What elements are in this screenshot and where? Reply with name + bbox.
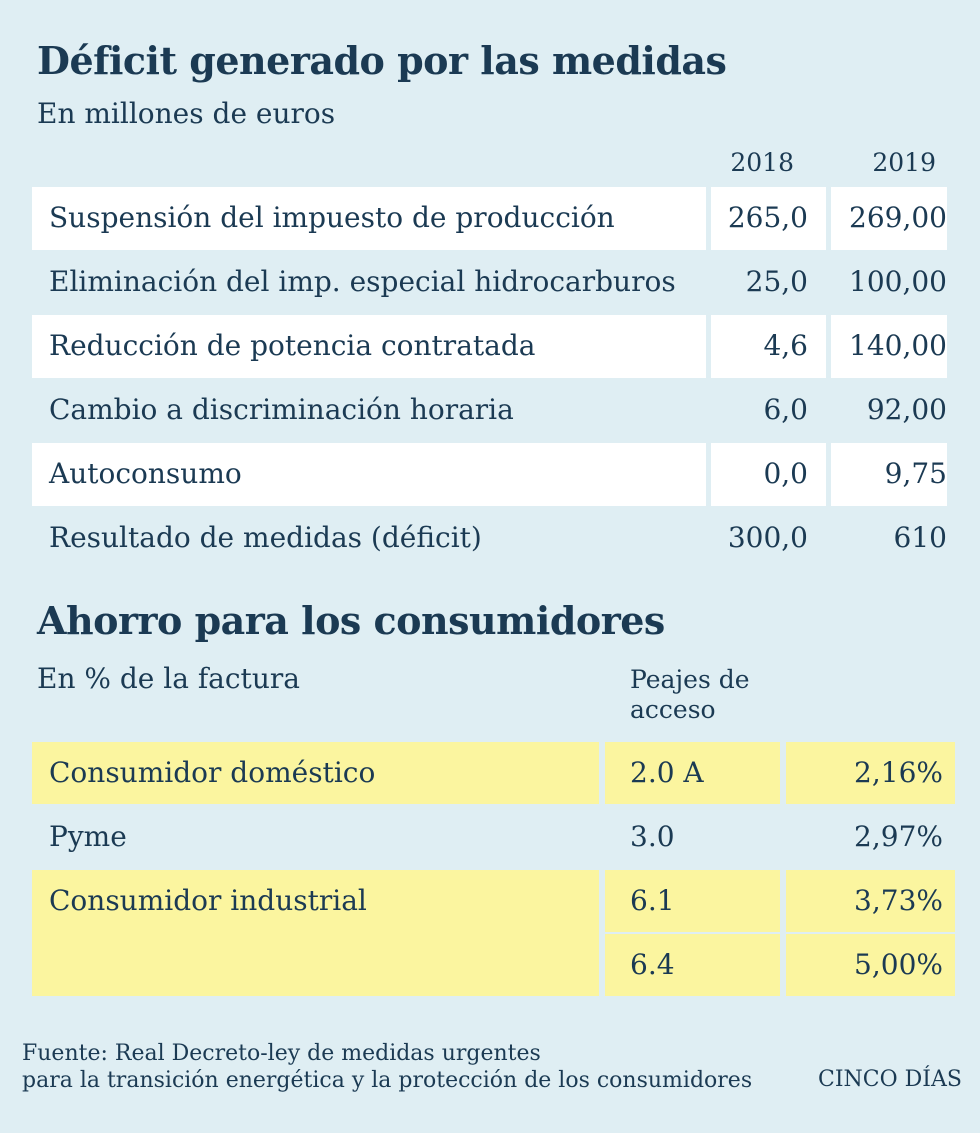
deficit-row-label: Resultado de medidas (déficit) — [49, 521, 482, 554]
source-line-1: Fuente: Real Decreto-ley de medidas urge… — [22, 1041, 541, 1066]
deficit-value-2019: 9,75 — [884, 457, 947, 490]
ahorro-row-peaje-cell — [605, 742, 780, 804]
deficit-row-label-cell — [32, 315, 706, 378]
deficit-row-label: Cambio a discriminación horaria — [49, 393, 514, 426]
deficit-row-label: Reducción de potencia contratada — [49, 329, 536, 362]
deficit-row-2019-cell — [831, 187, 947, 250]
ahorro-peaje: 6.1 — [630, 884, 675, 917]
column-header-2019: 2019 — [872, 148, 936, 177]
deficit-value-2018: 300,0 — [727, 521, 808, 554]
ahorro-row-label: Pyme — [49, 820, 127, 853]
ahorro-row-label: Consumidor industrial — [49, 884, 367, 917]
ahorro-percentage: 5,00% — [854, 948, 943, 981]
ahorro-row-value-cell — [786, 934, 955, 996]
column-header-2018: 2018 — [730, 148, 794, 177]
deficit-value-2018: 4,6 — [763, 329, 808, 362]
ahorro-row-peaje-cell — [605, 934, 780, 996]
source-line-2: para la transición energética y la prote… — [22, 1068, 753, 1093]
peajes-column-header: Peajes de acceso — [630, 665, 750, 724]
deficit-value-2018: 6,0 — [763, 393, 808, 426]
deficit-row-label: Suspensión del impuesto de producción — [49, 201, 615, 234]
deficit-row-label: Eliminación del imp. especial hidrocarbu… — [49, 265, 676, 298]
deficit-title: Déficit generado por las medidas — [37, 38, 727, 83]
deficit-row-2019-cell — [831, 315, 947, 378]
ahorro-peaje: 2.0 A — [630, 756, 704, 789]
ahorro-peaje: 6.4 — [630, 948, 675, 981]
deficit-value-2018: 265,0 — [727, 201, 808, 234]
deficit-row-2018-cell — [711, 443, 826, 506]
deficit-value-2019: 140,00 — [849, 329, 947, 362]
deficit-row-2019-cell — [831, 443, 947, 506]
deficit-value-2019: 610 — [893, 521, 947, 554]
ahorro-peaje: 3.0 — [630, 820, 675, 853]
deficit-value-2019: 92,00 — [866, 393, 947, 426]
deficit-row-label: Autoconsumo — [49, 457, 242, 490]
ahorro-percentage: 3,73% — [854, 884, 943, 917]
deficit-row-label-cell — [32, 443, 706, 506]
brand-logo-text: CINCO DÍAS — [818, 1067, 962, 1092]
ahorro-title: Ahorro para los consumidores — [37, 598, 665, 643]
deficit-value-2018: 25,0 — [745, 265, 808, 298]
ahorro-row-label-cell — [32, 742, 599, 804]
deficit-subtitle: En millones de euros — [37, 97, 336, 130]
ahorro-row-label-cell — [32, 870, 599, 996]
ahorro-subtitle: En % de la factura — [37, 662, 300, 695]
deficit-row-label-cell — [32, 187, 706, 250]
ahorro-row-value-cell — [786, 870, 955, 932]
ahorro-row-peaje-cell — [605, 870, 780, 932]
deficit-row-2018-cell — [711, 315, 826, 378]
deficit-value-2018: 0,0 — [763, 457, 808, 490]
ahorro-row-label: Consumidor doméstico — [49, 756, 376, 789]
deficit-row-2018-cell — [711, 187, 826, 250]
deficit-value-2019: 269,00 — [849, 201, 947, 234]
ahorro-percentage: 2,16% — [854, 756, 943, 789]
ahorro-row-value-cell — [786, 742, 955, 804]
deficit-value-2019: 100,00 — [849, 265, 947, 298]
ahorro-percentage: 2,97% — [854, 820, 943, 853]
